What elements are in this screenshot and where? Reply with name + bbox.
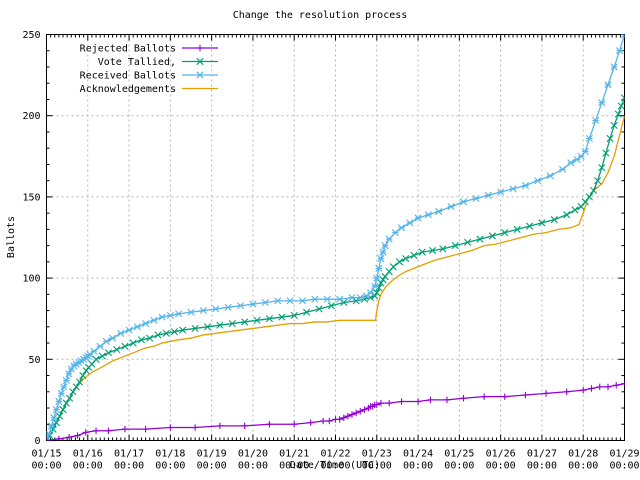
legend-label: Acknowledgements xyxy=(80,84,176,95)
x-tick-label-date: 01/29 xyxy=(609,449,639,460)
series-rejected-ballots xyxy=(46,380,625,441)
x-tick-label-time: 00:00 xyxy=(31,461,61,472)
x-tick-label-date: 01/28 xyxy=(568,449,598,460)
x-tick-label-date: 01/24 xyxy=(403,449,433,460)
x-tick-label-date: 01/25 xyxy=(444,449,474,460)
y-tick-label: 100 xyxy=(22,274,40,285)
x-tick-label-date: 01/22 xyxy=(320,449,350,460)
x-tick-label-date: 01/16 xyxy=(73,449,103,460)
gridlines xyxy=(46,34,625,441)
chart-title: Change the resolution process xyxy=(233,10,408,21)
x-tick-label-date: 01/21 xyxy=(279,449,309,460)
x-tick-label-date: 01/26 xyxy=(486,449,516,460)
y-tick-label: 200 xyxy=(22,111,40,122)
y-tick-label: 250 xyxy=(22,30,40,41)
y-axis-title: Ballots xyxy=(6,216,17,258)
x-tick-label-time: 00:00 xyxy=(320,461,350,472)
x-tick-label-time: 00:00 xyxy=(155,461,185,472)
series-acknowledgements xyxy=(46,115,625,441)
y-tick-label: 150 xyxy=(22,192,40,203)
series-received-ballots xyxy=(46,34,625,441)
legend-marker xyxy=(196,57,204,66)
x-tick-label-time: 00:00 xyxy=(73,461,103,472)
plot-frame xyxy=(46,34,625,441)
x-tick-label-time: 00:00 xyxy=(444,461,474,472)
x-tick-label-time: 00:00 xyxy=(609,461,639,472)
x-tick-label-date: 01/27 xyxy=(527,449,557,460)
legend-label: Vote Tallied, xyxy=(98,57,176,68)
legend-marker xyxy=(196,44,204,52)
x-tick-label-date: 01/18 xyxy=(155,449,185,460)
x-tick-label-date: 01/19 xyxy=(197,449,227,460)
x-tick-label-date: 01/15 xyxy=(31,449,61,460)
legend-label: Rejected Ballots xyxy=(80,44,176,55)
legend-label: Received Ballots xyxy=(80,71,176,82)
x-tick-label-time: 00:00 xyxy=(568,461,598,472)
x-axis-tick-labels: 01/1500:0001/1600:0001/1700:0001/1800:00… xyxy=(31,449,639,472)
x-tick-label-date: 01/23 xyxy=(362,449,392,460)
x-tick-label-date: 01/20 xyxy=(238,449,268,460)
y-tick-label: 0 xyxy=(34,436,40,447)
x-tick-label-time: 00:00 xyxy=(486,461,516,472)
y-tick-label: 50 xyxy=(28,355,40,366)
x-tick-label-time: 00:00 xyxy=(362,461,392,472)
y-axis-tick-labels: 0 50 100 150 200 250 xyxy=(22,30,40,447)
data-series-layer xyxy=(46,34,625,441)
legend-marker xyxy=(196,71,204,79)
x-tick-label-time: 00:00 xyxy=(527,461,557,472)
x-tick-label-time: 00:00 xyxy=(279,461,309,472)
x-tick-label-date: 01/17 xyxy=(114,449,144,460)
series-vote-tallied xyxy=(46,94,625,441)
chart-legend: Rejected Ballots Vote Tallied, Received Ba… xyxy=(80,44,218,95)
x-tick-label-time: 00:00 xyxy=(238,461,268,472)
x-tick-label-time: 00:00 xyxy=(403,461,433,472)
x-tick-label-time: 00:00 xyxy=(114,461,144,472)
x-axis-title: Date/Time (UTC) xyxy=(290,460,380,471)
x-tick-label-time: 00:00 xyxy=(197,461,227,472)
